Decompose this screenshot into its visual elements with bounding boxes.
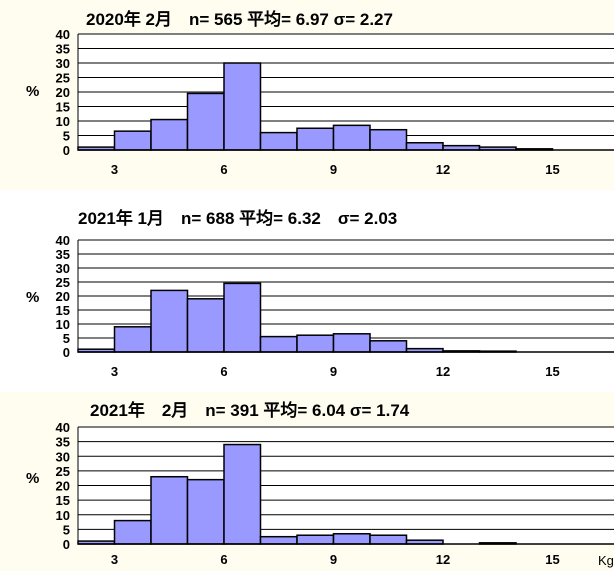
y-tick-label: 20 [56,479,70,494]
y-tick-label: 0 [63,345,70,360]
x-tick-label: 6 [220,162,227,177]
histogram-bar [259,131,298,151]
y-tick-label: 40 [56,420,70,435]
histogram-bar [405,142,444,151]
chart-title: 2021年 2月 n= 391 平均= 6.04 σ= 1.74 [90,400,410,420]
histogram-bar [150,475,189,545]
y-tick-label: 5 [63,331,70,346]
histogram-panel-2021-01: 0 5 10 15 20 25 30 35 40 3 6 9 12 15% 2021年 1月 n= 688 … [0,200,614,380]
y-tick-label: 30 [56,261,70,276]
x-tick-label: 15 [545,364,559,379]
histogram-bar [186,92,225,151]
x-tick-label: 15 [545,162,559,177]
y-tick-label: 15 [56,493,70,508]
y-tick-label: 40 [56,233,70,248]
histogram-bar [332,333,371,353]
y-tick-label: 25 [56,464,70,479]
y-tick-label: 30 [56,56,70,71]
y-axis-label: % [26,470,39,487]
x-unit-label: Kg [598,553,614,568]
histogram-bar [113,326,152,353]
histogram-bar [223,443,262,545]
histogram-bar [296,534,335,545]
x-tick-label: 9 [330,552,337,567]
y-tick-label: 35 [56,42,70,57]
histogram-bar [113,130,152,151]
y-tick-label: 15 [56,303,70,318]
x-tick-label: 3 [111,364,118,379]
x-tick-label: 6 [220,552,227,567]
histogram-bar [296,127,335,151]
chart-title: 2021年 1月 n= 688 平均= 6.32 σ= 2.03 [78,208,397,228]
y-tick-label: 10 [56,508,70,523]
x-tick-label: 12 [436,364,450,379]
y-tick-label: 0 [63,537,70,552]
y-tick-label: 35 [56,247,70,262]
histogram-bar [223,62,262,151]
histogram-bar [186,478,225,545]
y-tick-label: 5 [63,129,70,144]
histogram-bar [332,533,371,545]
y-tick-label: 20 [56,85,70,100]
histogram-bar [369,340,408,353]
x-tick-label: 12 [436,162,450,177]
chart-title: 2020年 2月 n= 565 平均= 6.97 σ= 2.27 [86,9,393,29]
histogram-bar [332,124,371,151]
x-tick-label: 15 [545,552,559,567]
x-tick-label: 12 [436,552,450,567]
x-tick-label: 9 [330,364,337,379]
y-axis-label: % [26,289,39,306]
x-tick-label: 3 [111,552,118,567]
y-axis-label: % [26,83,39,100]
histogram-bar [369,128,408,151]
y-tick-label: 30 [56,449,70,464]
histogram-panel-2020-02: 0 5 10 15 20 25 30 35 40 3 6 9 12 15% 2020年 2月 n= 565 … [0,0,614,190]
x-tick-label: 9 [330,162,337,177]
y-tick-label: 15 [56,100,70,115]
y-tick-label: 25 [56,71,70,86]
histogram-bar [113,519,152,545]
y-tick-label: 5 [63,522,70,537]
y-tick-label: 25 [56,275,70,290]
y-tick-label: 10 [56,114,70,129]
y-tick-label: 35 [56,435,70,450]
y-tick-label: 40 [56,27,70,42]
histogram-bar [186,298,225,353]
histogram-bar [369,534,408,545]
histogram-bar [223,282,262,353]
histogram-bar [259,335,298,353]
histogram-bar [150,289,189,353]
x-tick-label: 6 [220,364,227,379]
histogram-bar [296,334,335,353]
y-tick-label: 10 [56,317,70,332]
y-tick-label: 20 [56,289,70,304]
histogram-panel-2021-02: 0 5 10 15 20 25 30 35 40 3 6 9 12 15 Kg% 2021年 2月 n= 39… [0,392,614,571]
histogram-bar [150,118,189,151]
y-tick-label: 0 [63,143,70,158]
histogram-bar [259,535,298,545]
x-tick-label: 3 [111,162,118,177]
